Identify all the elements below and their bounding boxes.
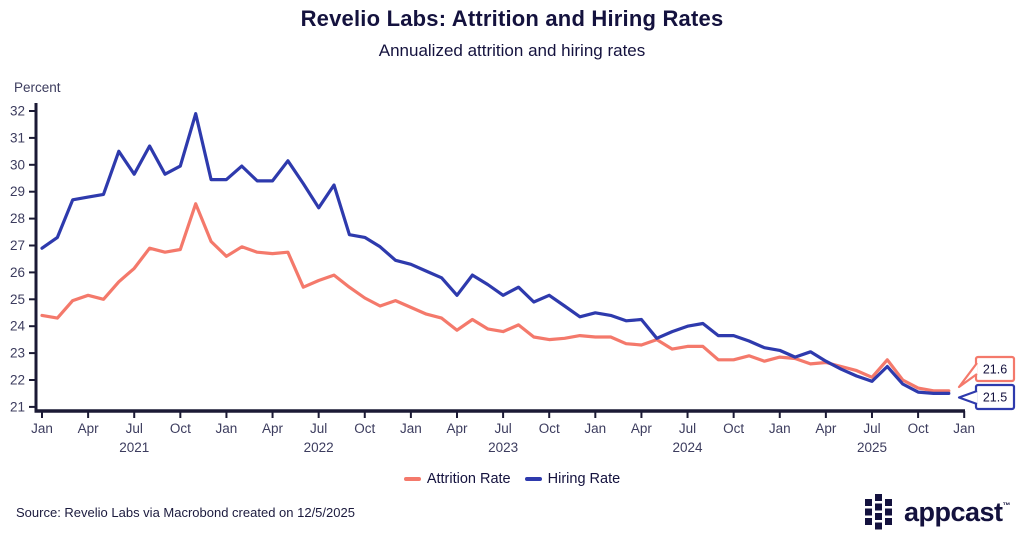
x-tick-label: Jul [310, 421, 327, 436]
legend-label-attrition: Attrition Rate [426, 471, 511, 487]
x-axis-year-label: 2023 [488, 440, 518, 455]
x-tick-label: Apr [78, 421, 100, 436]
y-tick-label: 25 [10, 292, 25, 307]
y-tick-label: 30 [10, 157, 25, 172]
y-tick-label: 22 [10, 373, 25, 388]
legend-item-hiring: Hiring Rate [524, 471, 621, 487]
x-tick-label: Jul [679, 421, 696, 436]
x-tick-label: Jan [216, 421, 238, 436]
callout-value: 21.6 [983, 363, 1007, 377]
y-tick-label: 26 [10, 265, 25, 280]
x-tick-label: Jul [494, 421, 511, 436]
x-tick-label: Oct [170, 421, 191, 436]
source-note: Source: Revelio Labs via Macrobond creat… [16, 505, 355, 520]
legend-label-hiring: Hiring Rate [547, 471, 621, 487]
y-axis-unit-label: Percent [14, 80, 61, 95]
y-tick-label: 21 [10, 399, 25, 414]
end-value-callout-attrition-rate: 21.6 [957, 355, 1016, 389]
x-tick-label: Oct [723, 421, 744, 436]
x-tick-label: Jan [584, 421, 606, 436]
x-tick-label: Oct [539, 421, 560, 436]
y-tick-label: 31 [10, 130, 25, 145]
appcast-logo-mark [864, 494, 892, 530]
x-tick-label: Apr [815, 421, 837, 436]
x-axis-year-label: 2022 [304, 440, 334, 455]
y-tick-label: 28 [10, 211, 25, 226]
x-tick-label: Apr [262, 421, 284, 436]
legend-item-attrition: Attrition Rate [403, 471, 511, 487]
y-tick-label: 23 [10, 346, 25, 361]
callout-pointer [957, 362, 978, 389]
callout-pointer [957, 389, 978, 406]
x-tick-label: Jan [769, 421, 791, 436]
x-axis-year-label: 2024 [673, 440, 704, 455]
x-tick-label: Oct [908, 421, 929, 436]
end-value-callout-hiring-rate: 21.5 [957, 383, 1016, 411]
attrition-line-swatch [403, 477, 421, 481]
x-axis-year-label: 2021 [119, 440, 149, 455]
appcast-logo-text: appcast™ [903, 497, 1011, 527]
y-tick-label: 27 [10, 238, 25, 253]
hiring-rate-line [40, 112, 951, 395]
trademark-symbol: ™ [1002, 501, 1011, 510]
y-tick-label: 29 [10, 184, 25, 199]
chart-title: Revelio Labs: Attrition and Hiring Rates [300, 6, 724, 31]
hiring-line-swatch [524, 477, 542, 481]
callout-value: 21.5 [983, 391, 1007, 405]
x-tick-label: Oct [354, 421, 375, 436]
chart-subtitle: Annualized attrition and hiring rates [378, 41, 646, 60]
x-tick-label: Jul [126, 421, 143, 436]
x-tick-label: Jan [31, 421, 53, 436]
x-tick-label: Jul [863, 421, 880, 436]
y-tick-label: 24 [10, 319, 26, 334]
x-tick-label: Jan [400, 421, 422, 436]
x-tick-label: Apr [631, 421, 653, 436]
y-tick-label: 32 [10, 104, 25, 119]
x-axis-year-label: 2025 [857, 440, 887, 455]
appcast-logo: appcast™ [864, 494, 1011, 531]
x-tick-label: Apr [446, 421, 468, 436]
attrition-rate-line [40, 202, 951, 393]
chart-legend: Attrition Rate Hiring Rate [0, 471, 1024, 487]
x-tick-label: Jan [953, 421, 975, 436]
